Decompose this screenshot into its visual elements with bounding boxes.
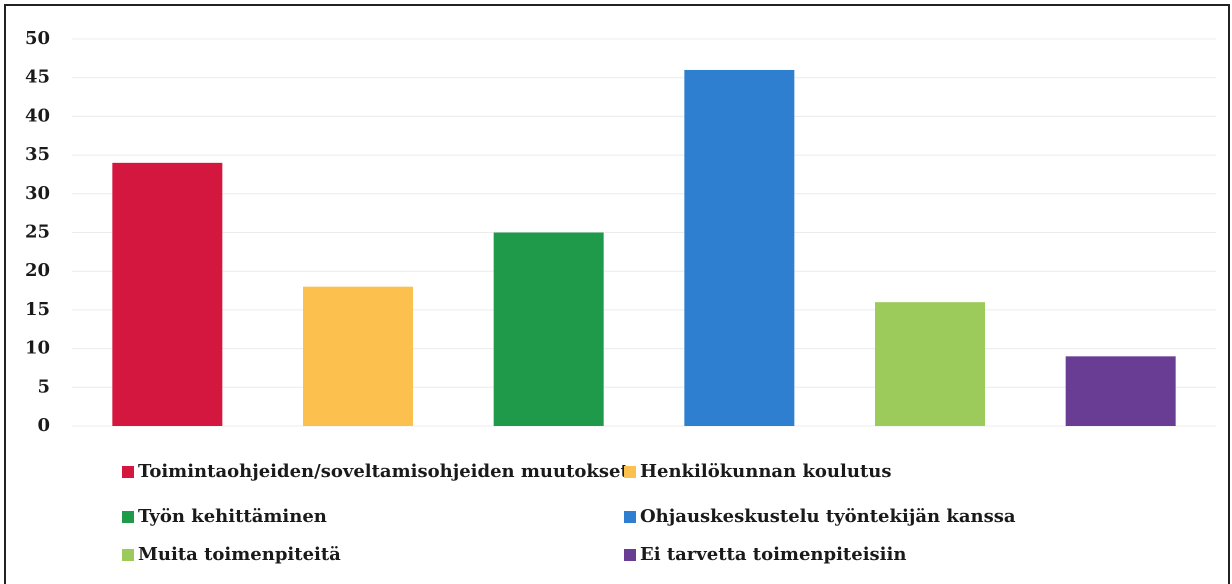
bar bbox=[493, 232, 604, 426]
bar bbox=[684, 69, 795, 427]
legend-label: Ohjauskeskustelu työntekijän kanssa bbox=[640, 506, 1016, 527]
legend-swatch bbox=[122, 511, 134, 523]
legend-label: Muita toimenpiteitä bbox=[138, 544, 341, 565]
legend-swatch bbox=[122, 466, 134, 478]
legend-swatch bbox=[624, 466, 636, 478]
y-tick-label: 40 bbox=[25, 105, 50, 126]
y-tick-label: 20 bbox=[25, 260, 50, 281]
bar bbox=[112, 162, 223, 426]
y-tick-label: 30 bbox=[25, 183, 50, 204]
legend-label: Toimintaohjeiden/soveltamisohjeiden muut… bbox=[138, 461, 629, 482]
legend-label: Työn kehittäminen bbox=[138, 506, 327, 527]
y-tick-label: 0 bbox=[37, 415, 50, 436]
y-tick-label: 15 bbox=[25, 299, 50, 320]
y-tick-label: 10 bbox=[25, 338, 50, 359]
y-tick-label: 45 bbox=[25, 67, 50, 88]
bar bbox=[1065, 356, 1176, 426]
y-tick-label: 50 bbox=[25, 28, 50, 49]
bar bbox=[875, 302, 985, 426]
y-tick-label: 35 bbox=[25, 144, 50, 165]
bar bbox=[303, 286, 413, 426]
y-tick-label: 5 bbox=[37, 376, 50, 397]
y-tick-label: 25 bbox=[25, 222, 50, 243]
legend-swatch bbox=[122, 549, 134, 561]
legend-label: Ei tarvetta toimenpiteisiin bbox=[640, 544, 906, 565]
legend-swatch bbox=[624, 549, 636, 561]
legend-label: Henkilökunnan koulutus bbox=[640, 461, 891, 482]
legend-swatch bbox=[624, 511, 636, 523]
